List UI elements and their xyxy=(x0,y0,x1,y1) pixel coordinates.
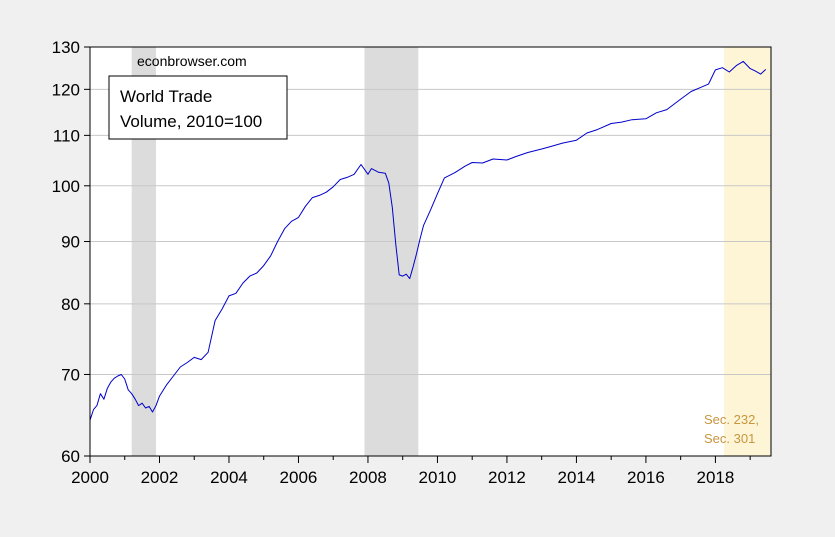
shaded-period-3 xyxy=(724,47,771,456)
x-tick-label-2002: 2002 xyxy=(141,468,179,487)
shaded-period-2 xyxy=(364,47,419,456)
y-tick-label-80: 80 xyxy=(61,295,80,314)
series-line-1 xyxy=(89,60,767,421)
x-tick-label-2016: 2016 xyxy=(627,468,665,487)
y-tick-label-130: 130 xyxy=(52,38,80,57)
x-tick-label-2014: 2014 xyxy=(558,468,596,487)
x-tick-label-2004: 2004 xyxy=(210,468,248,487)
y-tick-label-100: 100 xyxy=(52,177,80,196)
x-tick-label-2012: 2012 xyxy=(488,468,526,487)
legend-text-line-1: World Trade xyxy=(120,87,212,106)
annotation-line-1: Sec. 232, xyxy=(704,412,759,427)
y-tick-label-60: 60 xyxy=(61,447,80,466)
legend-box: World Trade Volume, 2010=100 xyxy=(108,75,288,140)
x-tick-label-2008: 2008 xyxy=(349,468,387,487)
y-tick-label-110: 110 xyxy=(53,126,80,145)
source-label: econbrowser.com xyxy=(137,53,247,69)
x-tick-label-2006: 2006 xyxy=(280,468,318,487)
legend-frame xyxy=(108,75,288,140)
plot-frame xyxy=(89,46,772,457)
x-tick-label-2018: 2018 xyxy=(696,468,734,487)
y-tick-label-90: 90 xyxy=(61,233,80,252)
y-tick-label-120: 120 xyxy=(52,80,80,99)
x-tick-label-2000: 2000 xyxy=(71,468,109,487)
y-tick-label-70: 70 xyxy=(61,365,80,384)
annotation-line-2: Sec. 301 xyxy=(704,431,755,446)
legend-text-line-2: Volume, 2010=100 xyxy=(120,112,262,131)
x-tick-label-2010: 2010 xyxy=(419,468,457,487)
